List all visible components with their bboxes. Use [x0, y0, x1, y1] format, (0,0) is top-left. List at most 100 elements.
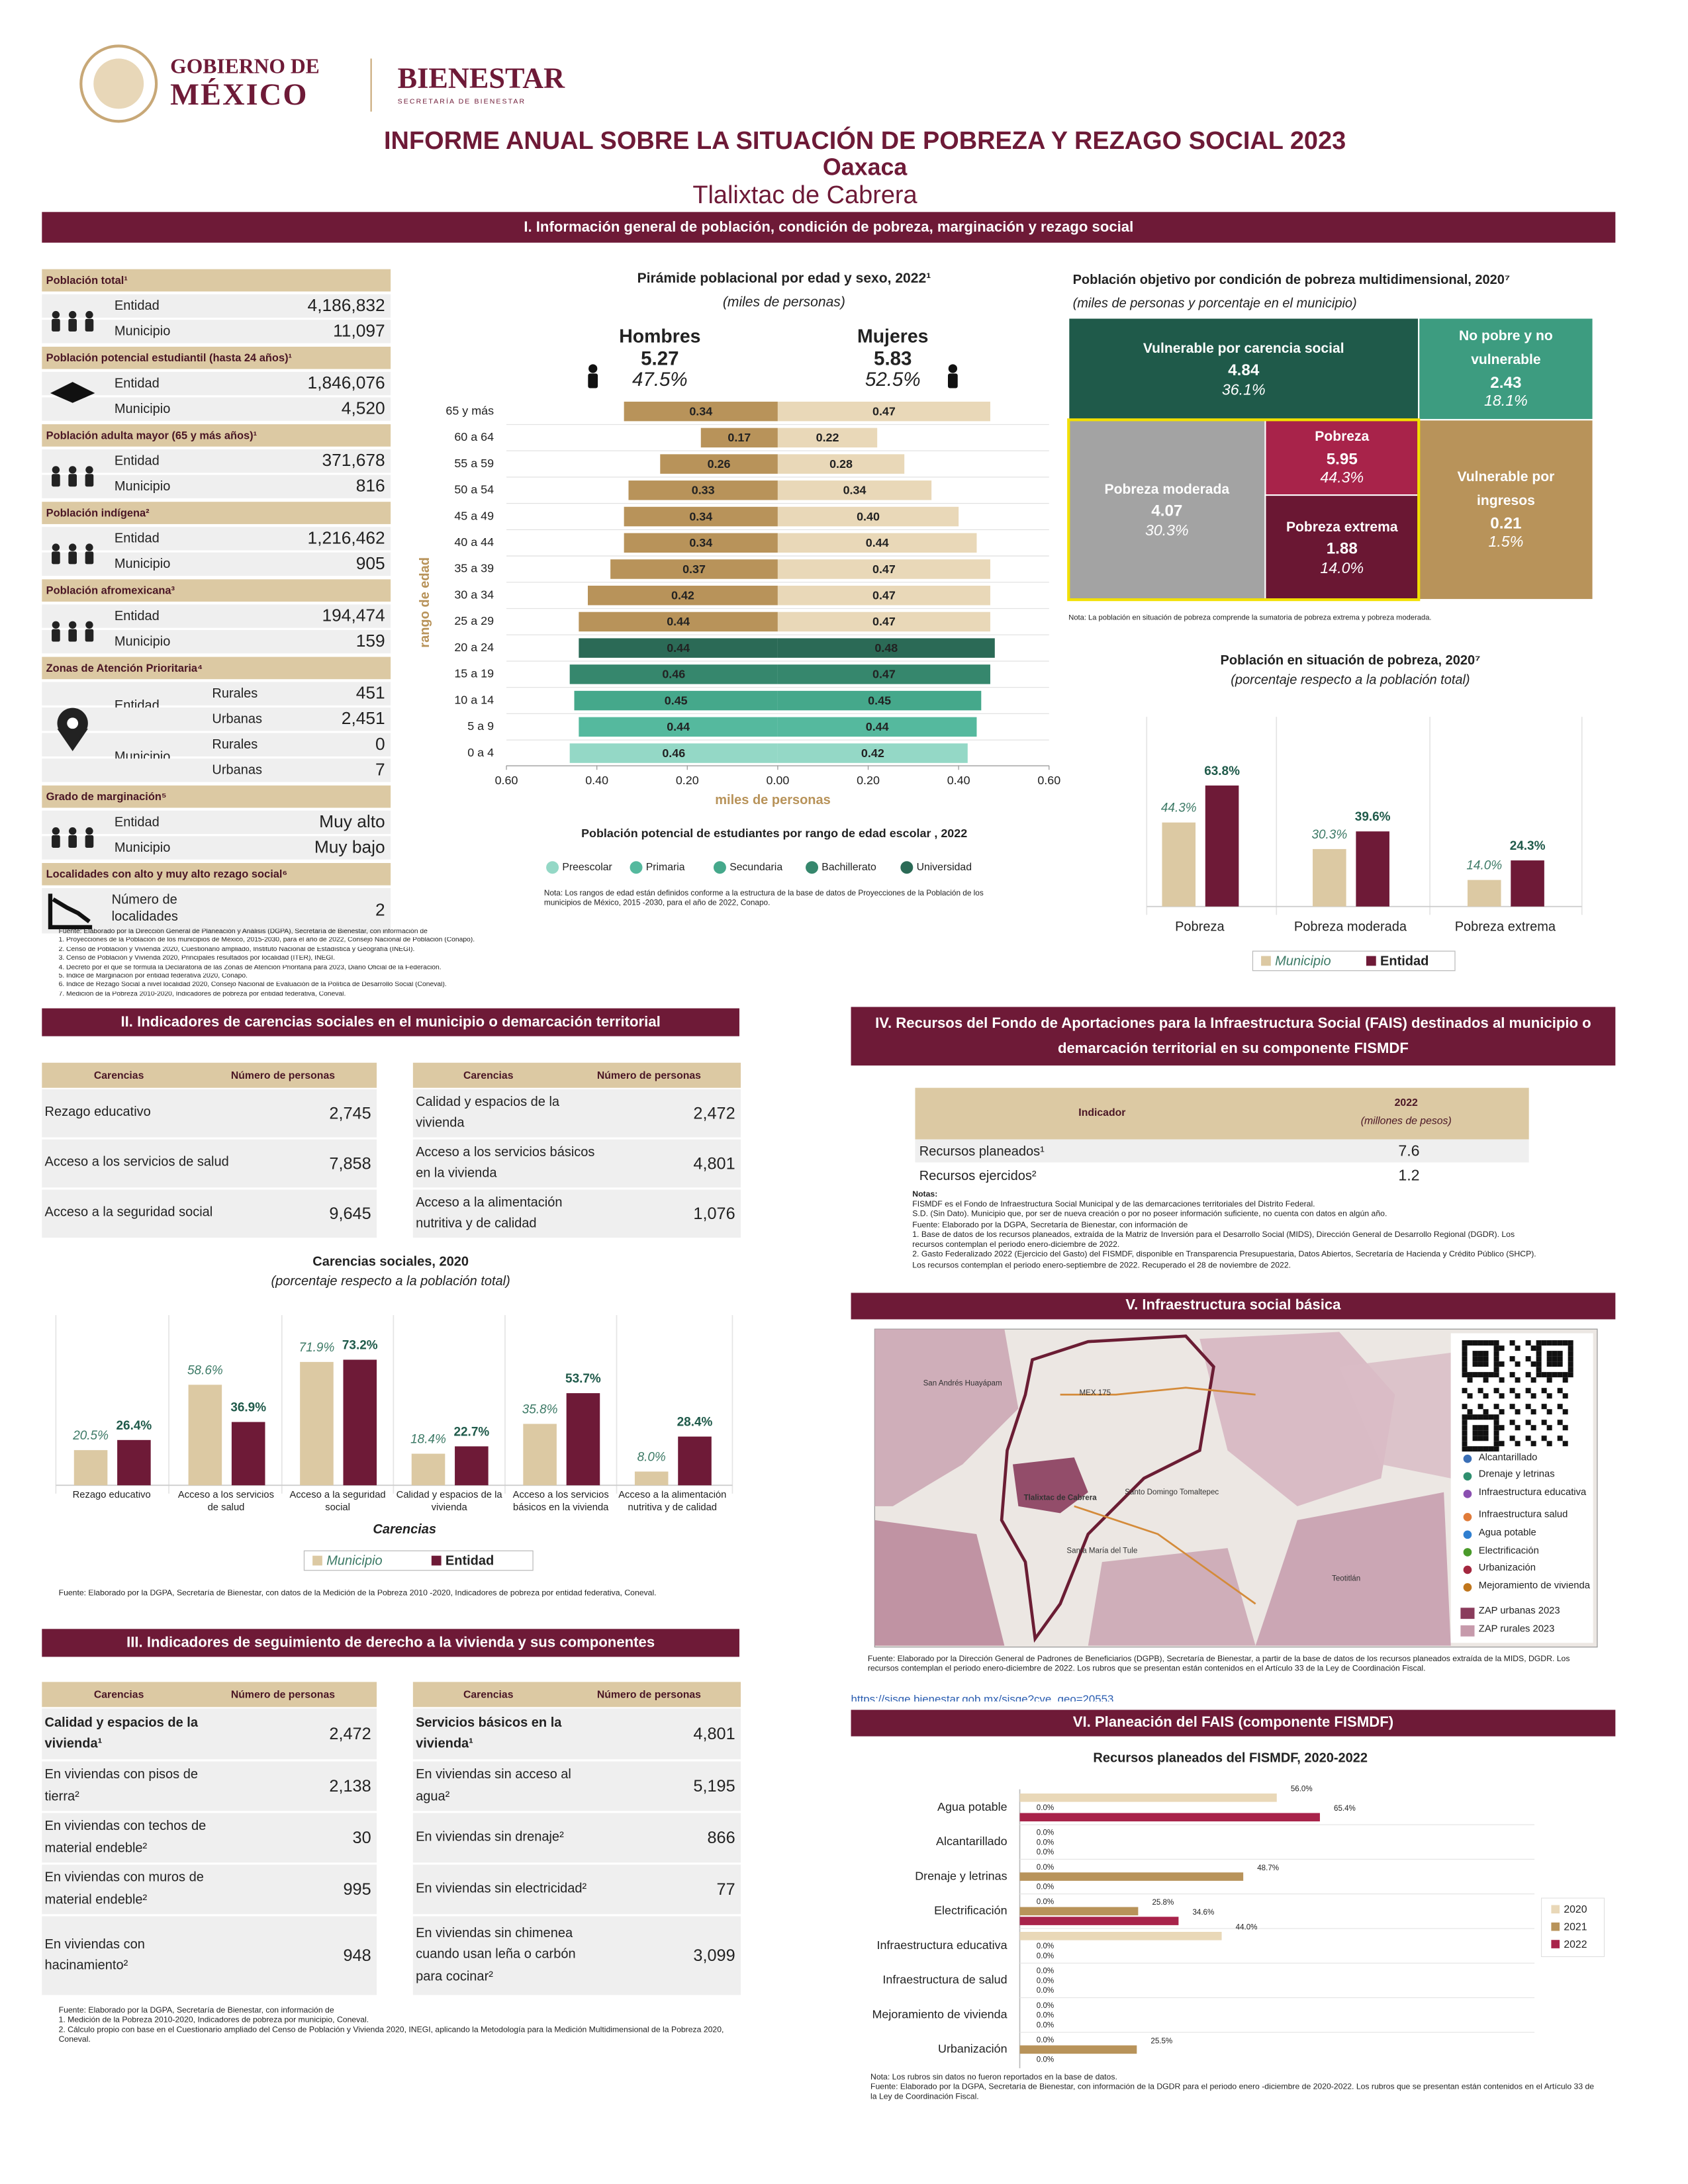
map-legend-label: Drenaje y letrinas	[1478, 1470, 1555, 1480]
row-label: Recursos planeados¹	[919, 1144, 1045, 1159]
icon	[68, 835, 77, 848]
qr-cell	[1483, 1435, 1489, 1441]
qr-cell	[1462, 1430, 1468, 1436]
section-title-box: II. Indicadores de carencias sociales en…	[120, 1014, 660, 1030]
bar	[1019, 1907, 1139, 1916]
indicator-title: Población indígena²	[46, 507, 150, 519]
note-line: Notas:	[912, 1191, 938, 1200]
qr-cell	[1562, 1372, 1568, 1378]
y-tick-label: Infraestructura educativa	[876, 1938, 1007, 1952]
table-row	[42, 1139, 377, 1188]
indicator-row	[42, 707, 391, 731]
qr-cell	[1525, 1435, 1531, 1441]
section-banner	[42, 1629, 739, 1657]
icon	[85, 310, 93, 319]
x-tick-label-box: Acceso a los servicios básicos en la viv…	[513, 1491, 609, 1513]
map-legend-label-box: ZAP urbanas 2023	[1479, 1607, 1560, 1617]
qr-cell	[1477, 1351, 1483, 1357]
map-legend-label-box: ZAP rurales 2023	[1479, 1625, 1555, 1635]
indicator-row	[42, 475, 391, 498]
link[interactable]: https://sisge.bienestar.gob.mx/sisge?cve…	[851, 1693, 1114, 1702]
qr-cell	[1499, 1361, 1505, 1367]
icon	[68, 551, 77, 565]
indicator-row	[42, 604, 391, 628]
qr-cell	[1488, 1372, 1494, 1378]
row-label: Municipio	[115, 557, 170, 571]
qr-cell	[1462, 1372, 1468, 1378]
block-title: Población objetivo por condición de pobr…	[1073, 273, 1511, 287]
note: Nota: La población en situación de pobre…	[1068, 614, 1431, 621]
qr-cell	[1493, 1356, 1499, 1362]
bar	[624, 506, 778, 527]
row-label: Calidad y espacios de la vivienda¹	[44, 1715, 198, 1752]
poverty-outline	[1067, 418, 1421, 602]
qr-cell	[1472, 1351, 1478, 1357]
qr-cell	[1493, 1435, 1499, 1441]
data-label: 0.34	[689, 510, 712, 523]
row-label: Entidad	[115, 376, 160, 390]
indicator-row	[42, 320, 391, 343]
chart-subtitle: (porcentaje respecto a la población tota…	[1231, 673, 1470, 688]
row-value: 4,186,832	[308, 295, 385, 315]
qr-cell	[1493, 1351, 1499, 1357]
qr-cell	[1467, 1414, 1473, 1420]
qr-cell	[1509, 1420, 1515, 1426]
indicator-header	[42, 424, 391, 447]
section-title: IV. Recursos del Fondo de Aportaciones p…	[875, 1015, 1591, 1058]
icon	[68, 310, 77, 319]
row-label-box: Calidad y espacios de la vivienda	[416, 1095, 559, 1131]
table-row	[412, 1089, 741, 1138]
data-label: 22.7%	[453, 1425, 489, 1439]
map-road	[1060, 1387, 1256, 1605]
data-label: 25.8%	[1152, 1899, 1174, 1907]
data-label: 0.40	[857, 510, 880, 523]
map-legend-panel	[1450, 1333, 1593, 1643]
section-title-box: I. Información general de población, con…	[524, 218, 1133, 235]
row-value: 30	[353, 1829, 371, 1847]
qr-cell	[1515, 1345, 1521, 1351]
indicator-header	[42, 502, 391, 524]
table-header-label: Número de personas	[597, 1690, 701, 1701]
y-tick-label: 5 a 9	[467, 719, 494, 733]
bar	[777, 533, 977, 553]
map-legend-swatch	[1463, 1489, 1472, 1498]
table-row	[412, 1761, 741, 1811]
qr-cell	[1546, 1393, 1552, 1399]
row-label: Entidad	[115, 609, 160, 623]
note-line: FISMDF es el Fondo de Infraestructura So…	[912, 1201, 1315, 1210]
data-label: 0.34	[843, 484, 867, 497]
data-label: 36.9%	[230, 1401, 266, 1415]
map-boundary	[1000, 1334, 1215, 1643]
row-value: 371,678	[322, 450, 385, 470]
map-legend-label-box: Mejoramiento de vivienda	[1479, 1581, 1590, 1591]
y-tick-label: 10 a 14	[454, 693, 494, 706]
table-row	[42, 1761, 377, 1811]
x-axis-label: miles de personas	[715, 793, 831, 807]
qr-cell	[1557, 1435, 1563, 1441]
qr-cell	[1515, 1441, 1521, 1447]
row-label-box: Acceso a los servicios básicos en la viv…	[416, 1145, 594, 1181]
y-tick-label: Agua potable	[937, 1800, 1008, 1813]
qr-cell	[1562, 1409, 1568, 1415]
chart-title: Carencias sociales, 2020	[312, 1254, 469, 1269]
data-label: 0.42	[861, 747, 884, 760]
row-label: Municipio	[115, 841, 170, 855]
bar	[117, 1439, 151, 1486]
row-value: 4,801	[693, 1154, 735, 1173]
x-tick-label: 0.40	[585, 774, 608, 787]
row-label-box: Acceso a la seguridad social	[45, 1206, 213, 1221]
bar	[1019, 1872, 1244, 1881]
section-title: V. Infraestructura social básica	[1125, 1297, 1341, 1314]
x-tick-label-box: Acceso a los servicios de salud	[178, 1491, 274, 1513]
map-urban	[1012, 1457, 1088, 1514]
source-note: Fuente: Elaborado por la DGPA, Secretarí…	[870, 2083, 1595, 2103]
data-label: 53.7%	[565, 1372, 601, 1386]
main-title: INFORME ANUAL SOBRE LA SITUACIÓN DE POBR…	[384, 126, 1346, 155]
icon	[52, 310, 60, 319]
y-tick-label: Electrificación	[934, 1904, 1007, 1917]
icon	[52, 629, 60, 642]
row-value: Muy alto	[319, 811, 385, 831]
bar	[777, 638, 995, 658]
indicator-row	[42, 397, 391, 421]
data-label: 0.0%	[1037, 1804, 1054, 1812]
